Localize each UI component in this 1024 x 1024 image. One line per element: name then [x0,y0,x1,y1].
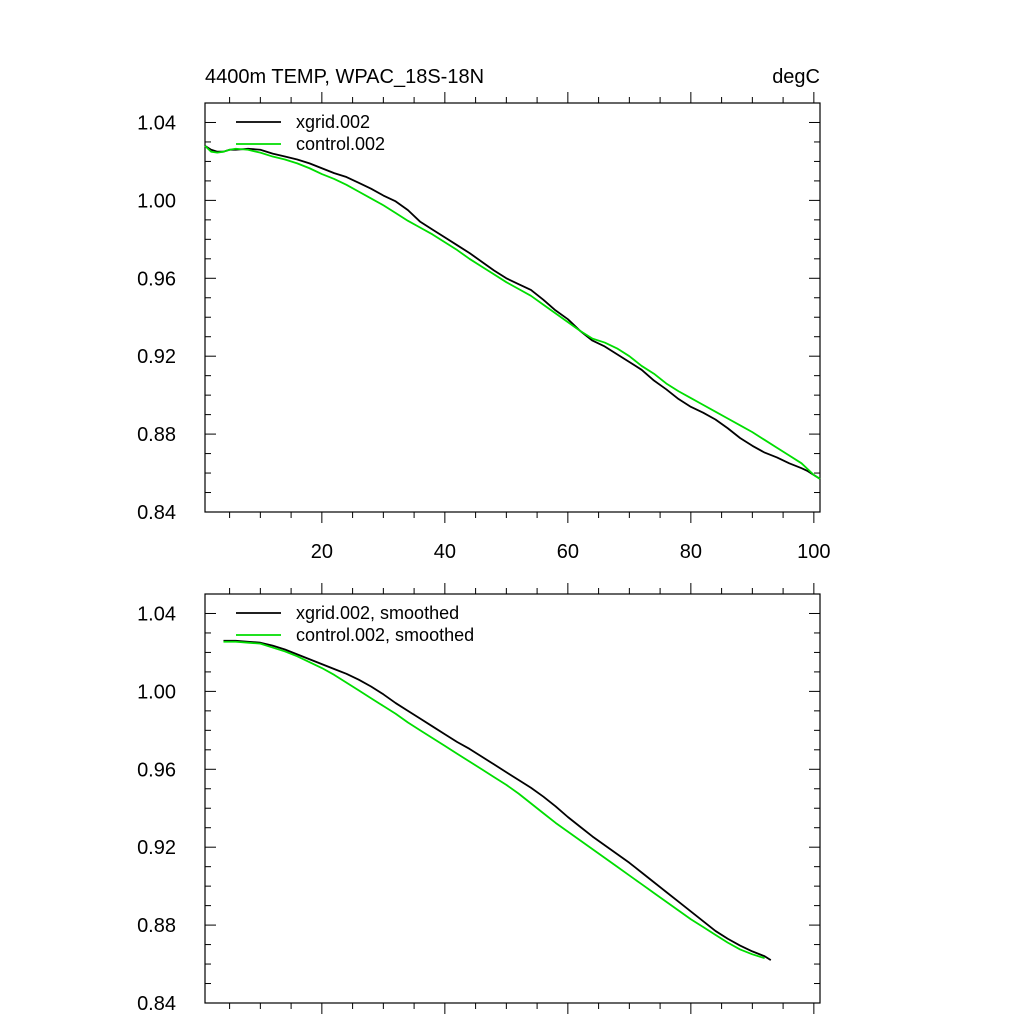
chart-title: 4400m TEMP, WPAC_18S-18N [205,66,484,88]
series-line-0 [223,639,772,961]
series-line-1 [204,145,821,480]
plot-frame [204,593,821,1004]
top-chart-panel: 4400m TEMP, WPAC_18S-18N degC 0.84 0.88 0.… [137,66,830,563]
series-line-0 [204,145,821,480]
series-line-1 [223,640,765,960]
chart-units: degC [772,66,820,88]
legend-label: xgrid.002, smoothed [296,603,459,623]
y-tick-label: 1.00 [137,681,176,703]
y-tick-label: 1.04 [137,112,176,134]
y-tick-label: 0.88 [137,915,176,937]
y-tick-label: 0.84 [137,502,176,524]
y-tick-label: 1.04 [137,603,176,625]
bottom-chart-panel: 0.84 0.88 0.92 0.96 1.00 1.04 xgrid.002, smoot… [137,583,821,1015]
x-tick-label: 20 [311,541,333,563]
y-tick-label: 0.88 [137,424,176,446]
x-tick-label: 80 [680,541,702,563]
x-tick-label: 40 [434,541,456,563]
x-tick-label: 100 [797,541,830,563]
plot-frame [204,102,821,513]
y-tick-label: 0.92 [137,837,176,859]
legend-label: control.002, smoothed [296,625,474,645]
y-tick-label: 0.84 [137,993,176,1015]
legend-label: xgrid.002 [296,112,370,132]
y-tick-label: 1.00 [137,190,176,212]
legend-label: control.002 [296,134,385,154]
y-tick-label: 0.96 [137,759,176,781]
x-tick-label: 60 [557,541,579,563]
y-tick-label: 0.96 [137,268,176,290]
y-tick-label: 0.92 [137,346,176,368]
